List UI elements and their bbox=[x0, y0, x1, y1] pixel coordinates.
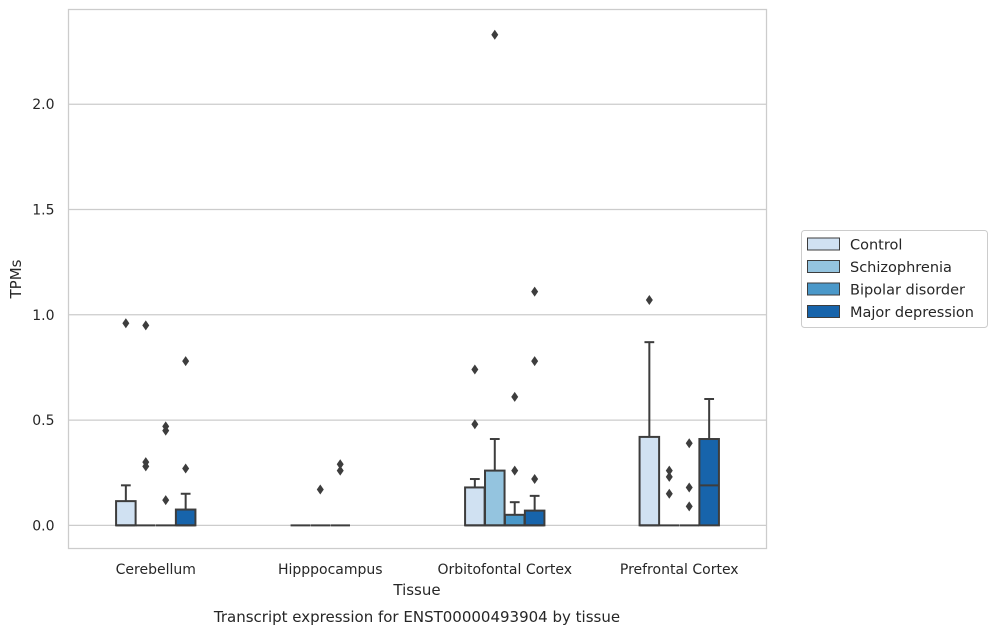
x-tick-label: Cerebellum bbox=[116, 562, 196, 578]
x-axis-ticks: Cerebellum Hipppocampus Orbitofontal Corte… bbox=[116, 562, 739, 578]
outlier-point bbox=[531, 356, 539, 367]
legend-swatch bbox=[807, 305, 840, 318]
outlier-point bbox=[182, 356, 190, 367]
outlier-point bbox=[645, 295, 653, 306]
y-axis-title: TPMs bbox=[7, 259, 25, 299]
outlier-point bbox=[531, 474, 539, 485]
outliers bbox=[122, 29, 693, 512]
outlier-point bbox=[665, 488, 673, 499]
boxes bbox=[115, 341, 720, 527]
legend: Control Schizophrenia Bipolar disorder Majo… bbox=[801, 230, 988, 328]
legend-label: Control bbox=[850, 238, 902, 254]
legend-swatch bbox=[807, 237, 840, 251]
outlier-point bbox=[511, 391, 519, 402]
outlier-point bbox=[685, 438, 693, 449]
box-major-depression bbox=[174, 492, 197, 527]
y-tick-label: 0.5 bbox=[32, 413, 54, 429]
outlier-point bbox=[316, 484, 324, 495]
outlier-point bbox=[665, 465, 673, 476]
plot-frame bbox=[67, 8, 768, 550]
box-body bbox=[523, 509, 546, 527]
outlier-point bbox=[182, 463, 190, 474]
outlier-point bbox=[142, 320, 150, 331]
outlier-point bbox=[142, 457, 150, 468]
y-tick-label: 2.0 bbox=[32, 97, 54, 113]
outlier-point bbox=[122, 318, 130, 329]
chart-caption: Transcript expression for ENST0000049390… bbox=[213, 608, 620, 626]
outlier-point bbox=[665, 471, 673, 482]
y-tick-label: 0.0 bbox=[32, 518, 54, 534]
outlier-point bbox=[685, 501, 693, 512]
box-bipolar-disorder bbox=[503, 501, 526, 527]
box-body bbox=[174, 508, 197, 527]
y-tick-label: 1.5 bbox=[32, 203, 54, 219]
legend-label: Major depression bbox=[850, 305, 974, 321]
outlier-point bbox=[511, 465, 519, 476]
outlier-point bbox=[162, 495, 170, 506]
outlier-point bbox=[162, 421, 170, 432]
outlier-point bbox=[491, 29, 499, 40]
box-body bbox=[115, 500, 137, 527]
outlier-point bbox=[336, 459, 344, 470]
x-tick-label: Prefrontal Cortex bbox=[620, 562, 739, 578]
x-axis-title: Tissue bbox=[392, 581, 440, 599]
box-major-depression bbox=[523, 494, 546, 527]
legend-swatch bbox=[807, 282, 840, 296]
x-tick-label: Orbitofontal Cortex bbox=[437, 562, 572, 578]
gridlines bbox=[68, 103, 767, 526]
box-control bbox=[464, 478, 486, 527]
legend-swatch bbox=[807, 260, 840, 273]
box-body bbox=[698, 438, 720, 527]
legend-frame bbox=[801, 230, 988, 328]
box-body bbox=[484, 469, 506, 527]
box-control bbox=[638, 341, 661, 527]
y-tick-label: 1.0 bbox=[32, 308, 54, 324]
box-control bbox=[115, 484, 137, 527]
outlier-point bbox=[471, 364, 479, 375]
x-tick-label: Hipppocampus bbox=[278, 562, 383, 578]
box-body bbox=[638, 435, 661, 527]
outlier-point bbox=[471, 419, 479, 430]
outlier-point bbox=[531, 286, 539, 297]
outlier-point bbox=[336, 465, 344, 476]
box-major-depression bbox=[698, 398, 720, 527]
box-body bbox=[503, 513, 526, 527]
box-body bbox=[464, 486, 486, 527]
box-schizophrenia bbox=[484, 438, 506, 527]
y-axis-ticks: 0.0 0.5 1.0 1.5 2.0 bbox=[32, 97, 54, 534]
legend-label: Bipolar disorder bbox=[850, 283, 965, 299]
legend-label: Schizophrenia bbox=[850, 260, 952, 276]
outlier-point bbox=[685, 482, 693, 493]
